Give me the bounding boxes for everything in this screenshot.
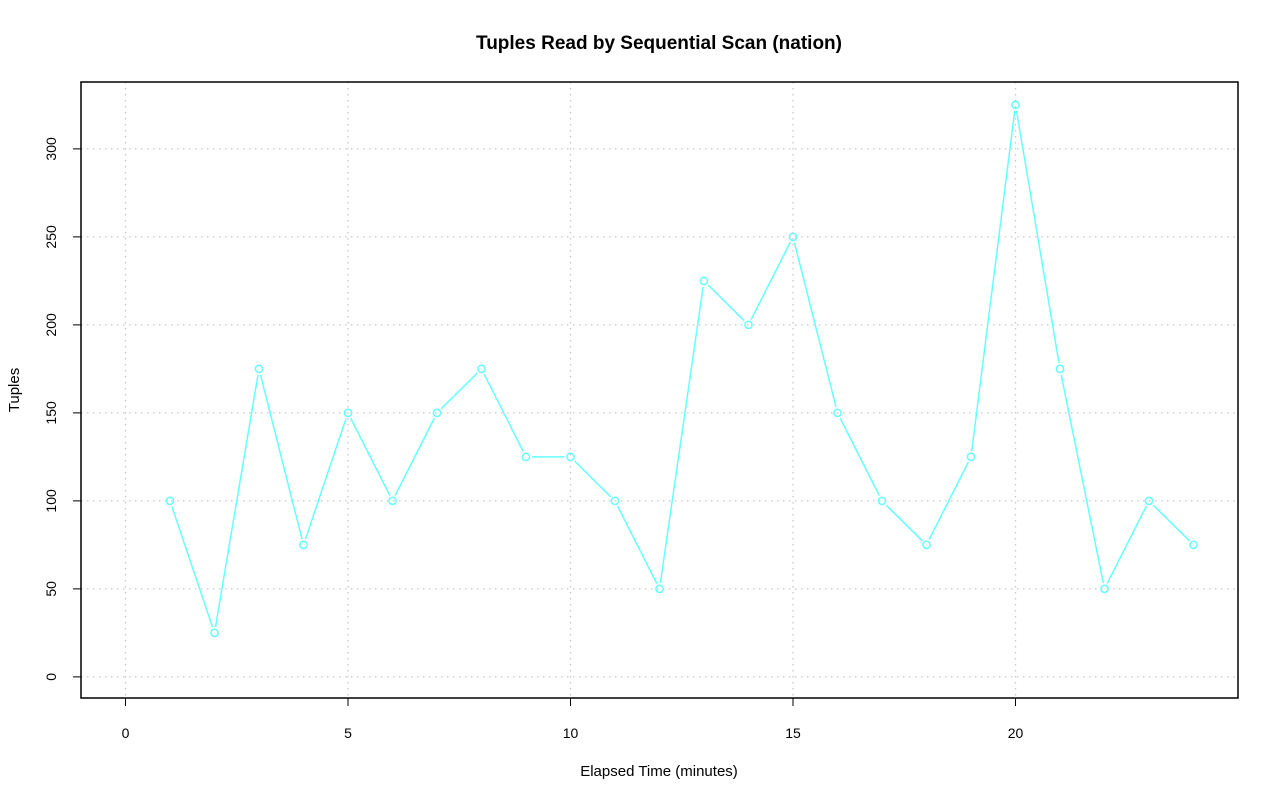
y-tick-label: 50 xyxy=(43,581,59,597)
data-point xyxy=(788,232,798,242)
data-point xyxy=(432,408,442,418)
series-line-segment xyxy=(304,418,347,540)
x-tick-label: 15 xyxy=(785,725,801,741)
series-line-segment xyxy=(214,374,259,628)
data-point xyxy=(343,408,353,418)
y-axis-label: Tuples xyxy=(6,368,23,412)
data-point xyxy=(477,364,486,374)
x-tick-label: 20 xyxy=(1008,725,1024,741)
data-point xyxy=(566,452,575,462)
series-layer xyxy=(165,100,1198,638)
grid xyxy=(81,82,1238,698)
data-point xyxy=(299,540,308,550)
data-point xyxy=(388,496,397,506)
x-axis-label: Elapsed Time (minutes) xyxy=(580,763,738,780)
data-point xyxy=(744,320,753,330)
data-point xyxy=(1189,540,1198,550)
x-tick-label: 5 xyxy=(344,725,352,741)
series-line-segment xyxy=(350,417,391,496)
series-line-segment xyxy=(394,417,435,496)
series-line-segment xyxy=(839,417,880,496)
data-point xyxy=(1055,364,1065,374)
series-line-segment xyxy=(793,242,837,408)
series-line-segment xyxy=(259,374,303,540)
data-point xyxy=(966,452,976,462)
series-line-segment xyxy=(574,460,612,498)
data-point xyxy=(1144,496,1154,506)
series-line-segment xyxy=(750,241,791,320)
data-point xyxy=(210,628,219,638)
y-tick-label: 100 xyxy=(43,489,59,513)
data-point xyxy=(655,584,664,594)
y-tick-label: 200 xyxy=(43,313,59,337)
series-line-segment xyxy=(171,506,214,628)
data-point xyxy=(610,496,620,506)
y-tick-label: 250 xyxy=(43,225,59,249)
series-line-segment xyxy=(659,286,704,584)
x-tick-label: 10 xyxy=(563,725,579,741)
plot-frame xyxy=(80,81,1239,699)
x-tick-label: 0 xyxy=(122,725,130,741)
series-line-segment xyxy=(928,461,969,540)
series-line-segment xyxy=(1015,110,1060,364)
data-point xyxy=(254,364,264,374)
series-line-segment xyxy=(1060,374,1105,584)
y-tick-label: 150 xyxy=(43,401,59,425)
data-point xyxy=(1011,100,1020,110)
data-point xyxy=(1100,584,1109,594)
series-line-segment xyxy=(483,373,524,452)
chart-title: Tuples Read by Sequential Scan (nation) xyxy=(476,33,842,54)
data-point xyxy=(165,496,175,506)
series-line-segment xyxy=(1106,505,1147,584)
series-line-segment xyxy=(885,504,923,542)
series-line-segment xyxy=(440,372,478,410)
series-line-segment xyxy=(707,284,745,322)
series-line-segment xyxy=(1152,504,1190,542)
data-point xyxy=(521,452,531,462)
data-point xyxy=(699,276,709,286)
data-point xyxy=(833,408,842,418)
data-point xyxy=(877,496,887,506)
series-line-segment xyxy=(617,505,658,584)
y-tick-label: 0 xyxy=(43,673,59,681)
y-tick-label: 300 xyxy=(43,137,59,161)
data-point xyxy=(922,540,931,550)
series-line-segment xyxy=(971,110,1016,452)
